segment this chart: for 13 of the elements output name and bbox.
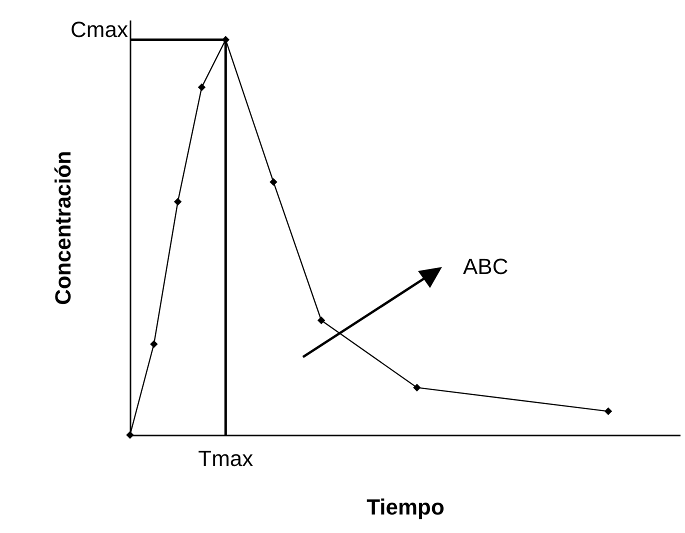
y-axis-title: Concentración	[50, 150, 76, 306]
point	[270, 178, 278, 186]
annotation: ABC	[463, 254, 508, 279]
point	[413, 384, 421, 392]
point	[150, 340, 158, 348]
point	[174, 198, 182, 206]
text: Tmax	[198, 446, 254, 471]
ref-line-label: Cmax	[70, 16, 128, 42]
point	[317, 316, 326, 324]
x-axis-title: Tiempo	[366, 494, 444, 520]
point	[604, 407, 612, 416]
point	[198, 83, 206, 92]
point	[126, 431, 134, 439]
